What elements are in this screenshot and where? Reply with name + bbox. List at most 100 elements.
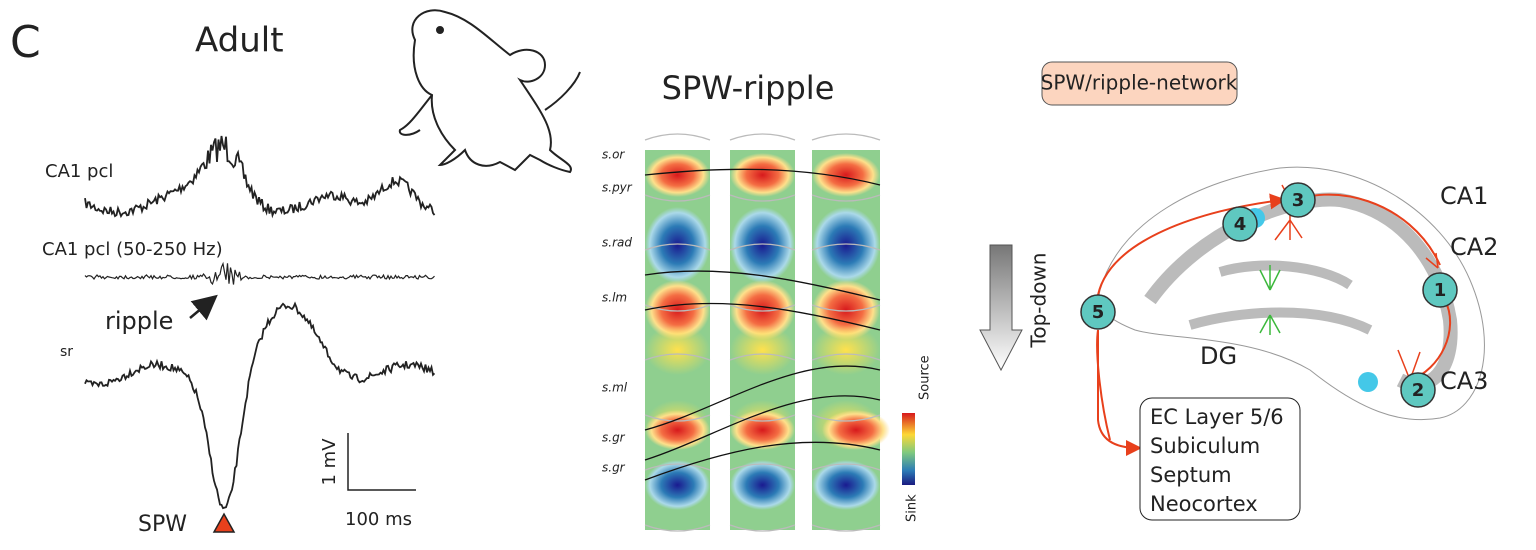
csd-trace [644, 524, 711, 532]
granule-layer [1188, 260, 1373, 335]
spw-label: SPW [138, 512, 187, 537]
csd-blob [645, 325, 710, 375]
target-label: Septum [1150, 463, 1232, 487]
node-label: 5 [1092, 302, 1105, 323]
csd-panel: SPW-ripple Source Sink s.or s.pyr s.rad s.l… [602, 69, 933, 532]
trace-label: CA1 pcl (50-250 Hz) [42, 239, 223, 260]
csd-blob [812, 207, 880, 283]
top-down-label: Top-down [1027, 253, 1051, 349]
csd-trace [644, 304, 711, 312]
region-label: CA2 [1450, 233, 1498, 261]
filtered-trace [84, 261, 435, 286]
ripple-arrow [189, 294, 218, 321]
csd-trace [811, 133, 881, 141]
csd-trace [729, 133, 796, 141]
csd-trace [729, 414, 796, 422]
csd-blob [822, 410, 890, 450]
csd-trace [811, 463, 881, 471]
network-panel: SPW/ripple-network Top-down CA1 CA2 CA3 DG 1… [979, 61, 1498, 521]
layer-boundary [644, 270, 881, 301]
csd-blob [645, 280, 710, 340]
mouse-drawing [398, 9, 581, 174]
csd-trace [729, 524, 796, 532]
csd-blob [645, 460, 710, 510]
csd-trace [729, 194, 796, 202]
projection-arrows [1096, 195, 1451, 441]
csd-blob [730, 153, 795, 197]
node-label: 3 [1292, 190, 1305, 211]
csd-blob [645, 207, 710, 283]
node [1400, 372, 1436, 408]
colorbar [902, 413, 915, 485]
csd-trace [729, 243, 796, 251]
layer-label: s.pyr [602, 181, 633, 195]
layer-boundary [644, 302, 881, 331]
scale-bar [347, 433, 416, 491]
hippocampus-outline [1098, 166, 1485, 421]
csd-title: SPW-ripple [662, 69, 835, 107]
node-label: 2 [1412, 380, 1425, 401]
csd-trace [644, 463, 711, 471]
csd-trace [644, 353, 711, 361]
node [1080, 294, 1116, 330]
panel-letter: C [10, 17, 41, 68]
csd-blob [730, 325, 795, 375]
csd-blob [730, 460, 795, 510]
csd-trace [729, 304, 796, 312]
top-down-arrow [979, 244, 1023, 372]
targets-box [1139, 397, 1301, 521]
scale-x-label: 100 ms [345, 509, 412, 530]
target-label: EC Layer 5/6 [1150, 405, 1284, 429]
csd-blob [645, 410, 710, 450]
csd-trace [729, 353, 796, 361]
interneuron [1358, 372, 1378, 392]
csd-trace [644, 133, 711, 141]
node-label: 1 [1434, 280, 1447, 301]
layer-boundary [644, 168, 881, 186]
csd-trace [644, 414, 711, 422]
target-label: Subiculum [1150, 434, 1260, 458]
lfp-traces: CA1 pcl CA1 pcl (50-250 Hz) sr ripple SP… [42, 135, 436, 537]
layer-label: s.or [602, 148, 625, 162]
layer-label: s.gr [602, 431, 626, 445]
ripple-label: ripple [105, 307, 173, 335]
region-label: DG [1200, 342, 1237, 370]
panel-title: Adult [195, 21, 284, 61]
spw-marker [212, 512, 236, 533]
layer-label: s.rad [602, 236, 632, 250]
csd-trace [811, 194, 881, 202]
network-title: SPW/ripple-network [1041, 71, 1238, 95]
csd-blob [812, 460, 880, 510]
csd-trace [644, 194, 711, 202]
target-label: Neocortex [1150, 492, 1258, 516]
node-label: 4 [1234, 214, 1247, 235]
csd-blob [812, 280, 880, 340]
csd-trace [811, 414, 881, 422]
layer-label: s.gr [602, 461, 626, 475]
output-arrow [1097, 330, 1142, 456]
layer-label: s.ml [602, 381, 628, 395]
lfp-trace [84, 135, 436, 219]
node [1280, 182, 1316, 218]
csd-blob [812, 153, 880, 197]
layer-boundary [644, 365, 881, 431]
csd-trace [644, 243, 711, 251]
csd-trace [811, 243, 881, 251]
layer-boundary [644, 441, 881, 481]
colorbar-bottom: Sink [905, 494, 920, 522]
layer-boundary [644, 395, 881, 461]
colorbar-top: Source [918, 355, 933, 400]
network-title-box [1041, 61, 1238, 106]
csd-blob [812, 325, 880, 375]
node [1422, 272, 1458, 308]
scale-y-label: 1 mV [319, 438, 340, 486]
layer-label: s.lm [602, 291, 627, 305]
trace-label: CA1 pcl [45, 161, 113, 182]
csd-blob [645, 153, 710, 197]
csd-blob [730, 207, 795, 283]
csd-trace [811, 524, 881, 532]
region-label: CA1 [1440, 182, 1488, 210]
sr-trace [84, 301, 436, 510]
